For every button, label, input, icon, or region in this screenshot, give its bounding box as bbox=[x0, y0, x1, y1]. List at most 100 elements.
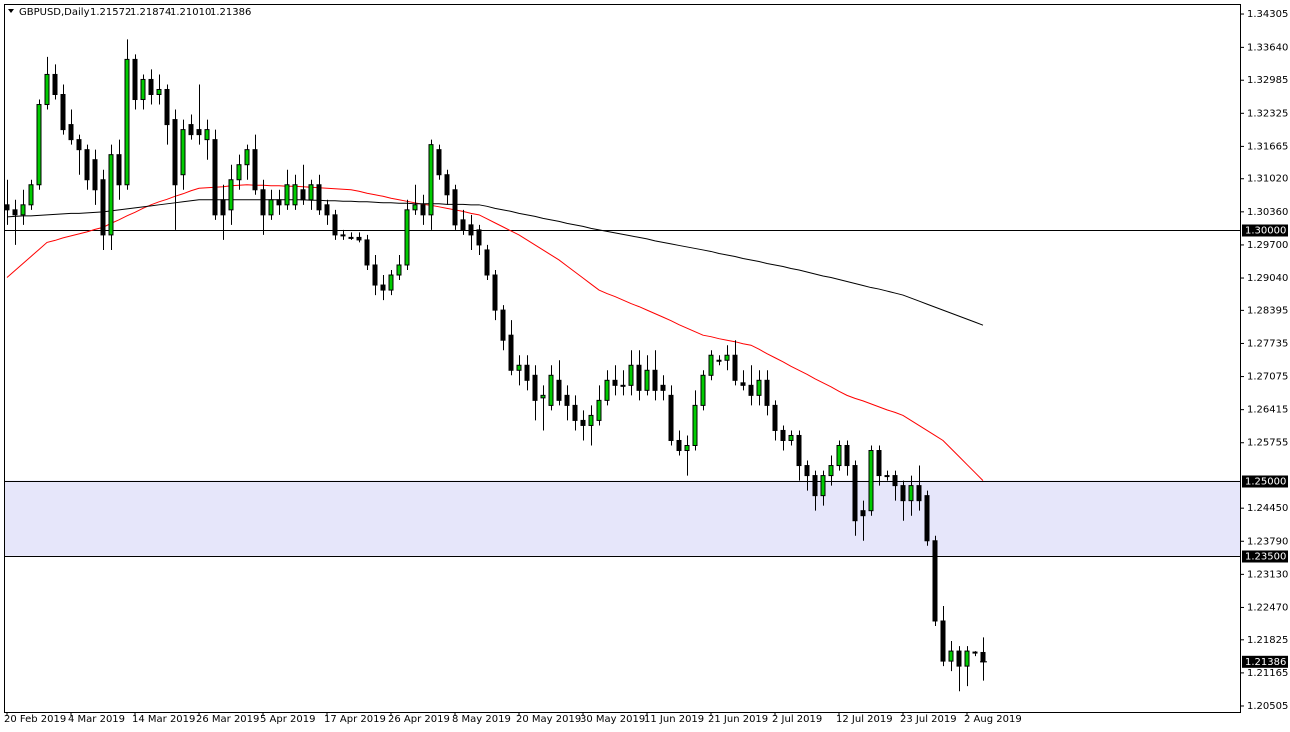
candle-body bbox=[836, 444, 842, 467]
candle-body bbox=[364, 239, 370, 266]
candle-body bbox=[468, 224, 474, 236]
candle-body bbox=[460, 219, 466, 231]
moving-average bbox=[6, 184, 984, 481]
candle-body bbox=[692, 404, 698, 446]
candle-body bbox=[876, 450, 882, 477]
candle-body bbox=[388, 274, 394, 291]
candle-body bbox=[196, 129, 202, 136]
candle-body bbox=[428, 144, 434, 216]
candle-body bbox=[900, 485, 906, 502]
candle-body bbox=[92, 159, 98, 191]
candle-body bbox=[340, 234, 346, 237]
x-tick-label: 26 Mar 2019 bbox=[196, 714, 259, 725]
candle-body bbox=[516, 364, 522, 371]
y-tick-label: 1.27075 bbox=[1247, 372, 1288, 383]
x-tick-label: 30 May 2019 bbox=[580, 714, 645, 725]
candle-body bbox=[300, 189, 306, 201]
last-price-box bbox=[1242, 655, 1288, 668]
level-label-box bbox=[1242, 224, 1288, 237]
plot-frame bbox=[4, 4, 1241, 713]
candle-body bbox=[788, 434, 794, 441]
candle-body bbox=[148, 78, 154, 96]
candle-body bbox=[676, 439, 682, 452]
candle-body bbox=[748, 384, 754, 396]
candle-body bbox=[972, 651, 978, 654]
candle-body bbox=[348, 236, 354, 239]
y-tick-label: 1.24450 bbox=[1247, 503, 1288, 514]
candle-body bbox=[4, 204, 10, 211]
candle-body bbox=[156, 88, 162, 96]
candle-body bbox=[572, 404, 578, 421]
x-tick-label: 20 Feb 2019 bbox=[4, 714, 66, 725]
candle-body bbox=[980, 651, 986, 663]
candle-body bbox=[820, 475, 826, 497]
candle-body bbox=[220, 199, 226, 216]
candle-body bbox=[12, 209, 18, 216]
candle-body bbox=[444, 174, 450, 196]
candle-body bbox=[740, 382, 746, 386]
candle-body bbox=[556, 379, 562, 401]
candle-body bbox=[932, 540, 938, 622]
x-tick-label: 21 Jun 2019 bbox=[708, 714, 768, 725]
y-tick-label: 1.31665 bbox=[1247, 141, 1288, 152]
y-tick-label: 1.21165 bbox=[1247, 668, 1288, 679]
candle-body bbox=[236, 164, 242, 181]
candle-body bbox=[84, 149, 90, 181]
candle-body bbox=[852, 465, 858, 522]
y-tick-label: 1.22470 bbox=[1247, 602, 1288, 613]
candle-body bbox=[764, 379, 770, 406]
candle-body bbox=[28, 184, 34, 206]
y-tick-label: 1.27735 bbox=[1247, 338, 1288, 349]
candle-body bbox=[436, 149, 442, 176]
candle-body bbox=[292, 184, 298, 206]
y-tick-label: 1.30360 bbox=[1247, 207, 1288, 218]
candle-body bbox=[524, 364, 530, 381]
candle-body bbox=[892, 475, 898, 487]
candle-body bbox=[844, 444, 850, 467]
candle-body bbox=[908, 485, 914, 502]
x-tick-label: 26 Apr 2019 bbox=[388, 714, 450, 725]
x-tick-label: 2 Jul 2019 bbox=[772, 714, 822, 725]
candle-body bbox=[708, 354, 714, 376]
candle-body bbox=[68, 124, 74, 141]
candle-body bbox=[60, 94, 66, 131]
candle-body bbox=[476, 229, 482, 246]
candle-body bbox=[380, 284, 386, 291]
candle-body bbox=[548, 374, 554, 406]
moving-average bbox=[6, 199, 984, 326]
y-tick-label: 1.31020 bbox=[1247, 174, 1288, 185]
candle-body bbox=[612, 379, 618, 386]
candle-body bbox=[276, 199, 282, 206]
candle-body bbox=[956, 650, 962, 667]
candle-body bbox=[172, 119, 178, 186]
candle-body bbox=[628, 364, 634, 386]
y-tick-label: 1.29040 bbox=[1247, 273, 1288, 284]
candle-body bbox=[884, 475, 890, 478]
zones bbox=[5, 480, 1240, 556]
candle-body bbox=[20, 204, 26, 216]
candle-body bbox=[604, 379, 610, 401]
candle-body bbox=[756, 379, 762, 396]
candle-body bbox=[284, 184, 290, 206]
x-tick-label: 14 Mar 2019 bbox=[132, 714, 195, 725]
header-arrow bbox=[8, 9, 14, 13]
candle-body bbox=[132, 58, 138, 101]
candle-body bbox=[372, 264, 378, 286]
candle-body bbox=[636, 364, 642, 391]
symbol-label: GBPUSD,Daily bbox=[19, 7, 90, 18]
candle-body bbox=[732, 354, 738, 381]
x-tick-label: 8 May 2019 bbox=[452, 714, 511, 725]
candle-body bbox=[324, 204, 330, 216]
candle-body bbox=[660, 384, 666, 391]
plot bbox=[4, 39, 1240, 692]
y-tick-label: 1.25755 bbox=[1247, 438, 1288, 449]
candle-body bbox=[940, 620, 946, 662]
ohlc-high: 1.21874 bbox=[130, 7, 171, 18]
candle-body bbox=[684, 444, 690, 452]
x-tick-label: 5 Apr 2019 bbox=[260, 714, 315, 725]
candle-body bbox=[540, 394, 546, 399]
y-tick-label: 1.21825 bbox=[1247, 635, 1288, 646]
candle-body bbox=[228, 179, 234, 211]
y-tick-label: 1.28395 bbox=[1247, 305, 1288, 316]
